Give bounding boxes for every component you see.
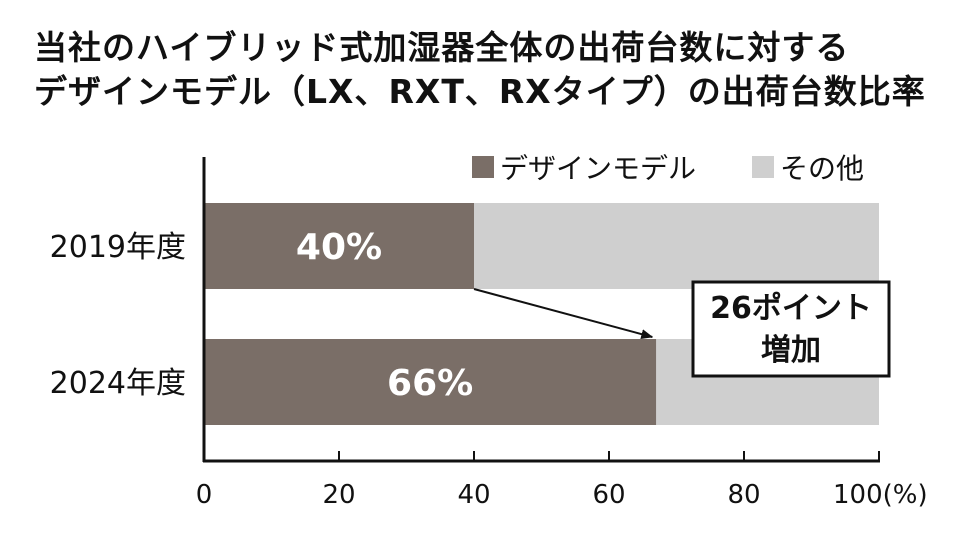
title-line-2: デザインモデル（LX、RXT、RXタイプ）の出荷台数比率 <box>34 72 926 111</box>
x-tick-label-100: 100(%) <box>833 480 928 510</box>
legend-swatch-other <box>752 156 774 178</box>
x-tick-label-40: 40 <box>457 480 490 510</box>
bar-value-label-0: 40% <box>296 227 382 268</box>
bar-design-model-0 <box>204 203 474 289</box>
increase-arrow <box>473 288 654 339</box>
bar-other-0 <box>474 203 879 289</box>
annotation-line-1: 26ポイント <box>710 291 872 326</box>
x-tick-label-0: 0 <box>196 480 213 510</box>
legend-label-other: その他 <box>780 152 864 185</box>
bar-value-label-1: 66% <box>387 363 473 404</box>
x-tick-label-60: 60 <box>592 480 625 510</box>
chart-title: 当社のハイブリッド式加湿器全体の出荷台数に対する デザインモデル（LX、RXT、… <box>34 26 926 114</box>
category-label-2024: 2024年度 <box>50 366 186 401</box>
category-label-2019: 2019年度 <box>50 230 186 265</box>
x-tick-label-80: 80 <box>727 480 760 510</box>
legend-label-design-model: デザインモデル <box>500 152 696 185</box>
bar-design-model-1 <box>204 339 657 425</box>
annotation-box <box>691 280 891 378</box>
annotation-line-2: 増加 <box>761 333 821 368</box>
title-line-1: 当社のハイブリッド式加湿器全体の出荷台数に対する <box>34 28 850 67</box>
x-tick-label-20: 20 <box>322 480 355 510</box>
legend-swatch-design-model <box>472 156 494 178</box>
